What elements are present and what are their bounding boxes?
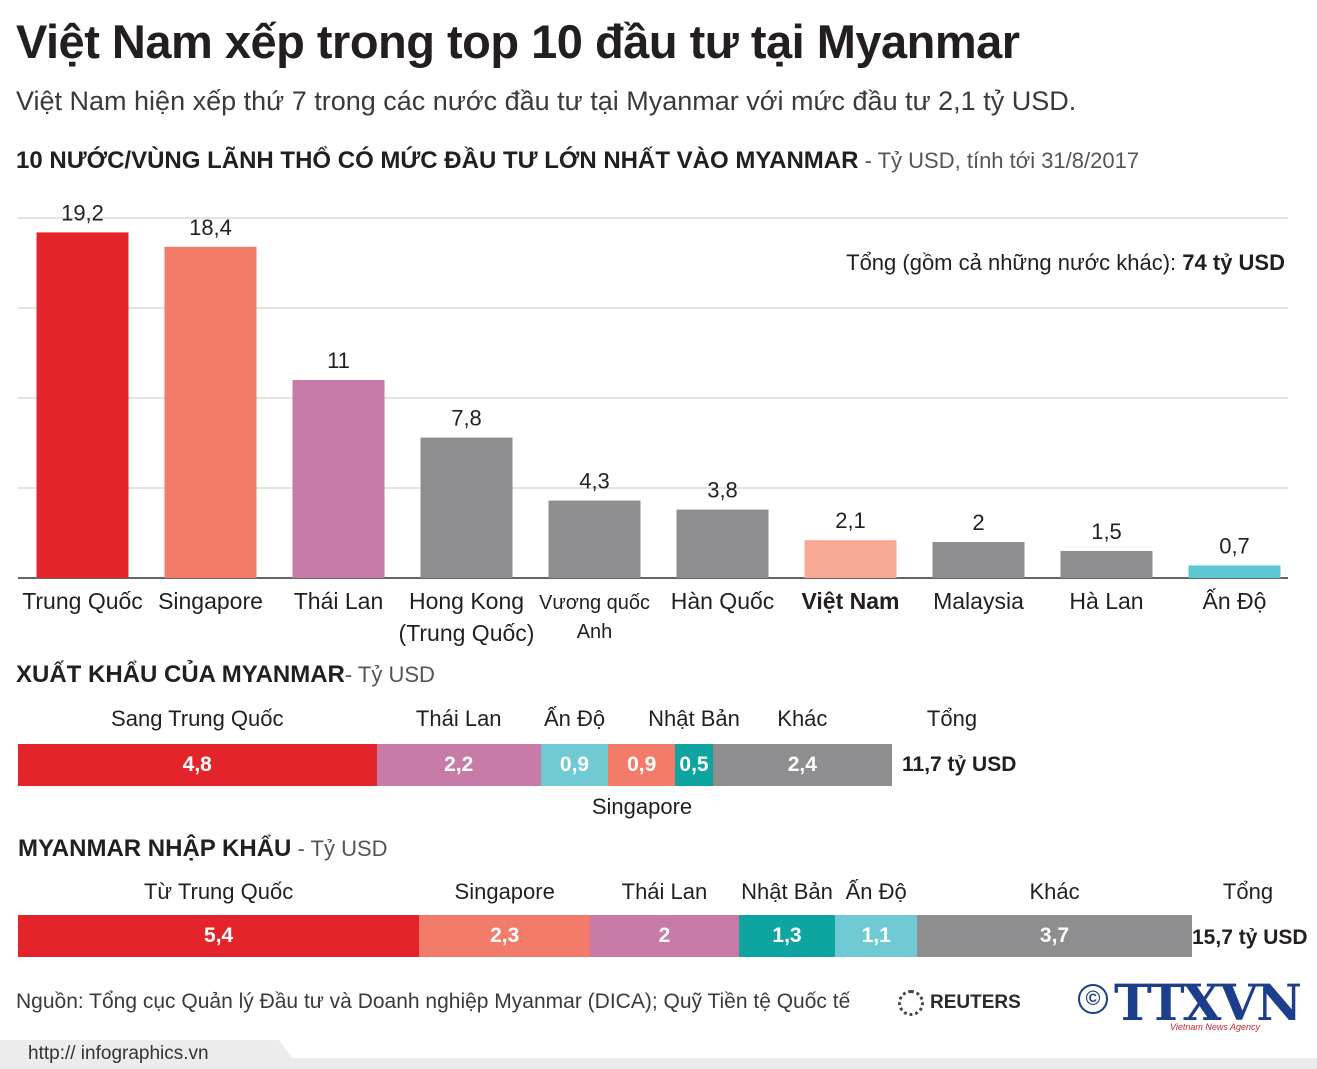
stack-segment-label: Ấn Độ [845,879,907,904]
exports-heading-text: XUẤT KHẨU CỦA MYANMAR [16,661,345,688]
stack-segment-label: Nhật Bản [741,879,833,904]
stack-segment: 2,2 [376,744,541,786]
bar-value-label: 11 [327,348,350,373]
reuters-logo: REUTERS [898,990,1021,1016]
investment-bar-chart: 19,2 Trung Quốc 18,4 Singapore 11 Thái Lan 7,8… [18,200,1288,646]
ttxvn-subtitle: Vietnam News Agency [1170,1022,1261,1032]
page-title: Việt Nam xếp trong top 10 đầu tư tại Mya… [16,15,1020,68]
category-label: Vương quốc Anh [539,592,650,643]
stack-segment-label: Khác [777,706,828,731]
stack-segment: 0,9 [540,744,609,786]
bar-value-label: 3,8 [707,478,738,503]
category-label: Hàn Quốc [671,588,775,614]
bar [292,380,385,578]
exports-stacked-bar: 4,8 2,2 0,9 0,9 0,5 2,4 [18,744,892,786]
bar [420,437,513,578]
stack-segment: 2 [590,915,739,957]
category-label: Việt Nam [801,588,899,614]
exports-heading: XUẤT KHẨU CỦA MYANMAR- Tỷ USD [16,661,435,689]
stack-segment-label: Singapore [454,879,555,904]
bar [1060,551,1153,578]
bar-value-label: 1,5 [1091,519,1122,544]
bar-value-label: 18,4 [189,215,232,240]
stack-segment: 1,1 [835,915,918,957]
stack-segment: 2,3 [419,915,591,957]
category-label: Singapore [158,588,263,614]
footer-bar [0,1058,1317,1069]
bar [548,500,641,578]
exports-total-value: 11,7 tỷ USD [902,753,1017,776]
bar-value-label: 2,1 [835,508,866,533]
bar-value-label: 2 [972,510,984,535]
investment-heading: 10 NƯỚC/VÙNG LÃNH THỔ CÓ MỨC ĐẦU TƯ LỚN … [16,147,1139,175]
stack-segment: 2,4 [712,744,892,786]
stack-segment: 3,7 [917,915,1192,957]
copyright-icon: © [1078,984,1108,1014]
exports-unit: - Tỷ USD [344,662,435,687]
stack-segment-label: Thái Lan [621,879,708,904]
bar [932,542,1025,578]
imports-unit: - Tỷ USD [291,836,388,861]
bar [676,509,769,578]
reuters-icon [898,990,924,1016]
stack-segment: 0,5 [675,744,713,786]
investment-total-value: 74 tỷ USD [1182,250,1285,275]
stack-segment: 0,9 [608,744,676,786]
imports-heading: MYANMAR NHẬP KHẨU - Tỷ USD [18,835,388,863]
imports-total-value: 15,7 tỷ USD [1192,926,1308,949]
bar [36,232,129,578]
bar [1188,565,1281,578]
imports-heading-text: MYANMAR NHẬP KHẨU [18,835,292,862]
stack-segment: 4,8 [18,744,377,786]
category-label: Thái Lan [294,588,384,614]
investment-unit: - Tỷ USD, tính tới 31/8/2017 [858,148,1140,173]
exports-singapore-label: Singapore [591,794,693,819]
stack-segment-label: Nhật Bản [648,706,740,731]
stack-segment-label: Khác [1029,879,1080,904]
reuters-text: REUTERS [930,992,1021,1013]
ttxvn-logo: TTXVN [1114,973,1302,1032]
category-label: Trung Quốc [22,588,143,614]
footer-tab [0,1040,300,1069]
page-subtitle: Việt Nam hiện xếp thứ 7 trong các nước đ… [16,86,1077,116]
bar [804,540,897,578]
footer-url: http:// infographics.vn [28,1043,209,1064]
source-note: Nguồn: Tổng cục Quản lý Đầu tư và Doanh … [16,990,851,1013]
stack-segment: 5,4 [18,915,420,957]
category-label: Ấn Độ [1203,587,1267,614]
bar-value-label: 19,2 [61,200,104,225]
bar-value-label: 0,7 [1219,533,1250,558]
investment-heading-text: 10 NƯỚC/VÙNG LÃNH THỔ CÓ MỨC ĐẦU TƯ LỚN … [16,147,859,174]
stack-segment-label: Sang Trung Quốc [111,706,284,731]
bar-value-label: 4,3 [579,469,610,494]
investment-total-label: Tổng (gồm cả những nước khác): [846,250,1183,275]
stack-segment: 1,3 [738,915,836,957]
imports-stacked-bar: 5,4 2,3 2 1,3 1,1 3,7 [18,915,1192,957]
imports-total-label: Tổng [1222,879,1274,904]
bar [164,246,257,579]
category-label: Hà Lan [1069,588,1143,614]
category-label: Hong Kong (Trung Quốc) [399,588,535,646]
category-label: Malaysia [933,588,1024,614]
investment-total: Tổng (gồm cả những nước khác): 74 tỷ USD [846,250,1285,276]
exports-total-label: Tổng [926,706,978,731]
stack-segment-label: Ấn Độ [543,706,606,731]
stack-segment-label: Thái Lan [415,706,502,731]
stack-segment-label: Từ Trung Quốc [143,879,294,904]
bar-value-label: 7,8 [451,406,482,431]
